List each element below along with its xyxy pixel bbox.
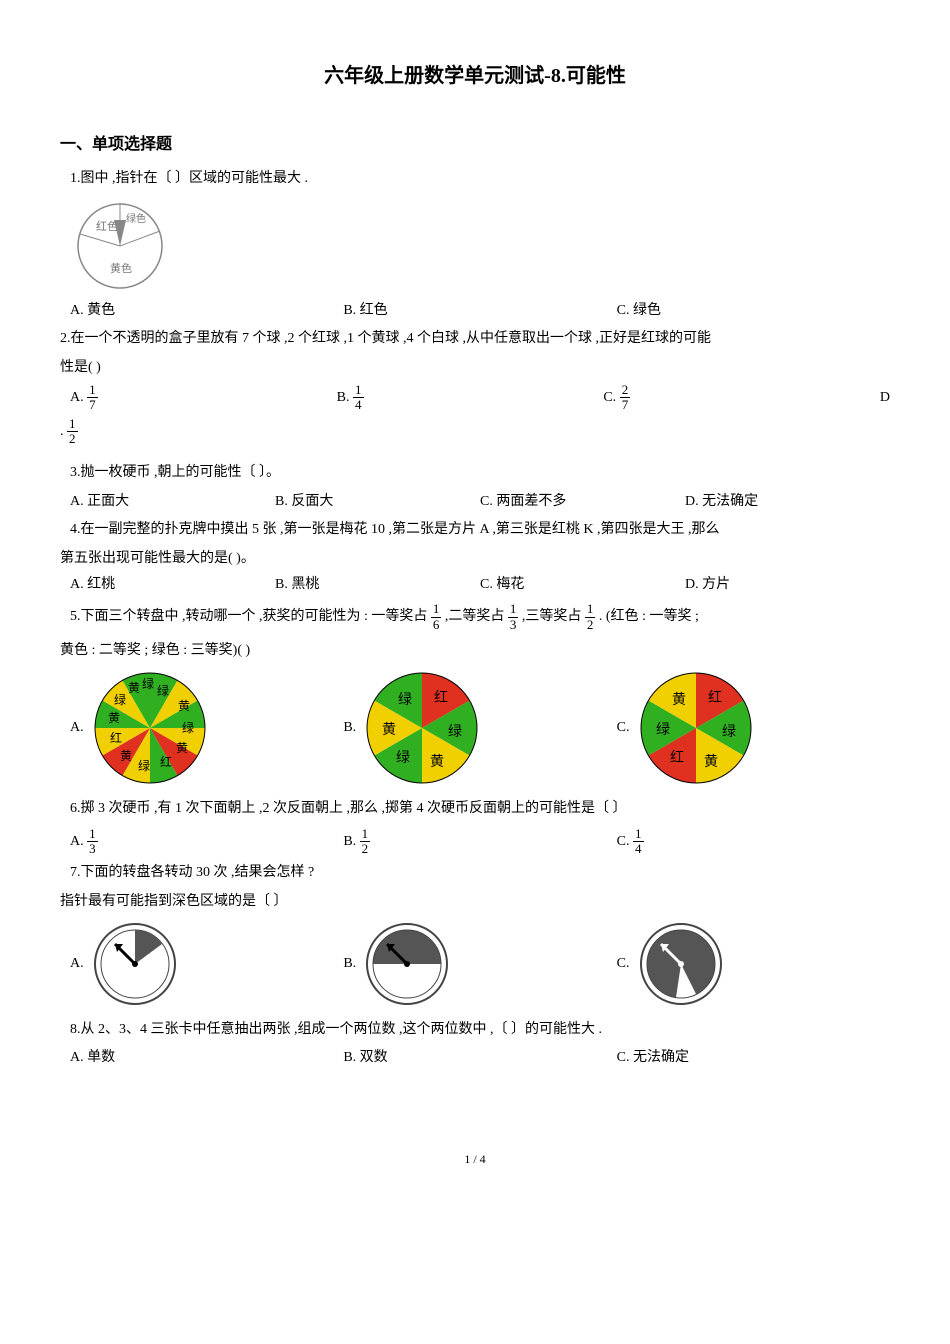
q5-wheel-b: 红 绿 黄 绿 黄 绿 bbox=[362, 668, 482, 788]
q7-figures: A. B. C. bbox=[70, 919, 890, 1009]
svg-text:红: 红 bbox=[160, 754, 172, 769]
q1-opt-a[interactable]: A. 黄色 bbox=[70, 300, 343, 322]
q4-opt-d[interactable]: D. 方片 bbox=[685, 574, 890, 596]
svg-text:绿: 绿 bbox=[157, 683, 169, 698]
svg-text:绿: 绿 bbox=[114, 692, 126, 707]
q3-opt-d[interactable]: D. 无法确定 bbox=[685, 491, 890, 513]
q1-label-green: 绿色 bbox=[126, 212, 146, 225]
svg-text:绿: 绿 bbox=[182, 720, 194, 735]
q2-opt-d-frac[interactable]: . 12 bbox=[60, 417, 890, 447]
q1-text: 1.图中 ,指针在〔 〕区域的可能性最大 . bbox=[70, 168, 890, 190]
q1-label-yellow: 黄色 bbox=[110, 261, 132, 275]
q1-spinner-svg: 红色 绿色 黄色 bbox=[70, 196, 170, 296]
q6-options: A. 13 B. 12 C. 14 bbox=[70, 827, 890, 857]
q7-spinner-c bbox=[636, 919, 726, 1009]
q5-wheel-c: 红 绿 黄 红 绿 黄 bbox=[636, 668, 756, 788]
q1-opt-b[interactable]: B. 红色 bbox=[343, 300, 616, 322]
q3-opt-a[interactable]: A. 正面大 bbox=[70, 491, 275, 513]
svg-text:绿: 绿 bbox=[722, 724, 736, 740]
svg-text:绿: 绿 bbox=[142, 676, 154, 691]
svg-text:绿: 绿 bbox=[398, 692, 412, 708]
q5-wheel-a: 绿 黄 绿 黄 红 绿 黄 红 黄 绿 黄 绿 bbox=[90, 668, 210, 788]
q1-figure: 红色 绿色 黄色 bbox=[70, 196, 890, 296]
q4-opt-b[interactable]: B. 黑桃 bbox=[275, 574, 480, 596]
q8-opt-c[interactable]: C. 无法确定 bbox=[617, 1047, 890, 1069]
q5-figures: A. 绿 黄 绿 黄 红 bbox=[70, 668, 890, 788]
svg-text:黄: 黄 bbox=[178, 699, 190, 713]
q8-options: A. 单数 B. 双数 C. 无法确定 bbox=[70, 1047, 890, 1069]
q8-opt-a[interactable]: A. 单数 bbox=[70, 1047, 343, 1069]
q7-text-1: 7.下面的转盘各转动 30 次 ,结果会怎样 ? bbox=[70, 862, 890, 884]
svg-text:黄: 黄 bbox=[704, 753, 718, 770]
section-1-heading: 一、单项选择题 bbox=[60, 132, 890, 158]
page-title: 六年级上册数学单元测试-8.可能性 bbox=[60, 60, 890, 92]
svg-text:红: 红 bbox=[708, 690, 722, 706]
q6-opt-a[interactable]: A. 13 bbox=[70, 827, 343, 857]
q2-opt-d-letter[interactable]: D bbox=[870, 387, 890, 409]
svg-text:绿: 绿 bbox=[656, 722, 670, 738]
svg-text:黄: 黄 bbox=[176, 741, 188, 755]
svg-text:绿: 绿 bbox=[448, 724, 462, 740]
q7-text-2: 指针最有可能指到深色区域的是〔 〕 bbox=[60, 891, 890, 913]
svg-text:黄: 黄 bbox=[382, 721, 396, 738]
q2-opt-b[interactable]: B. 14 bbox=[337, 383, 604, 413]
svg-text:绿: 绿 bbox=[138, 758, 150, 773]
svg-text:黄: 黄 bbox=[120, 749, 132, 763]
q2-opt-c[interactable]: C. 27 bbox=[603, 383, 870, 413]
q7-spinner-a bbox=[90, 919, 180, 1009]
q2-text-1: 2.在一个不透明的盒子里放有 7 个球 ,2 个红球 ,1 个黄球 ,4 个白球… bbox=[60, 328, 890, 350]
q7-opt-c[interactable]: C. bbox=[617, 919, 890, 1009]
q3-text: 3.抛一枚硬币 ,朝上的可能性〔 〕。 bbox=[70, 462, 890, 484]
q2-text-2: 性是( ) bbox=[60, 357, 890, 379]
q3-opt-c[interactable]: C. 两面差不多 bbox=[480, 491, 685, 513]
svg-text:黄: 黄 bbox=[430, 753, 444, 770]
q7-spinner-b bbox=[362, 919, 452, 1009]
q1-opt-c[interactable]: C. 绿色 bbox=[617, 300, 890, 322]
q4-opt-c[interactable]: C. 梅花 bbox=[480, 574, 685, 596]
q8-text: 8.从 2、3、4 三张卡中任意抽出两张 ,组成一个两位数 ,这个两位数中 ,〔… bbox=[70, 1019, 890, 1041]
q3-opt-b[interactable]: B. 反面大 bbox=[275, 491, 480, 513]
svg-text:黄: 黄 bbox=[128, 681, 140, 695]
q4-text-2: 第五张出现可能性最大的是( )。 bbox=[60, 548, 890, 570]
q4-text-1: 4.在一副完整的扑克牌中摸出 5 张 ,第一张是梅花 10 ,第二张是方片 A … bbox=[70, 519, 890, 541]
q5-opt-c[interactable]: C. 红 绿 黄 红 绿 黄 bbox=[617, 668, 890, 788]
page-footer: 1 / 4 bbox=[60, 1150, 890, 1169]
svg-text:红: 红 bbox=[670, 750, 684, 766]
q6-opt-b[interactable]: B. 12 bbox=[343, 827, 616, 857]
svg-text:绿: 绿 bbox=[396, 750, 410, 766]
q1-pointer bbox=[114, 220, 126, 246]
q5-opt-a[interactable]: A. 绿 黄 绿 黄 红 bbox=[70, 668, 343, 788]
q4-opt-a[interactable]: A. 红桃 bbox=[70, 574, 275, 596]
q7-opt-b[interactable]: B. bbox=[343, 919, 616, 1009]
q1-options: A. 黄色 B. 红色 C. 绿色 bbox=[70, 300, 890, 322]
q5-text: 5.下面三个转盘中 ,转动哪一个 ,获奖的可能性为 : 一等奖占 16 ,二等奖… bbox=[70, 602, 890, 632]
q4-options: A. 红桃 B. 黑桃 C. 梅花 D. 方片 bbox=[70, 574, 890, 596]
q6-opt-c[interactable]: C. 14 bbox=[617, 827, 890, 857]
q5-text-2: 黄色 : 二等奖 ; 绿色 : 三等奖)( ) bbox=[60, 640, 890, 662]
q2-opt-a[interactable]: A. 17 bbox=[70, 383, 337, 413]
q7-opt-a[interactable]: A. bbox=[70, 919, 343, 1009]
q2-options: A. 17 B. 14 C. 27 D bbox=[70, 383, 890, 413]
svg-text:黄: 黄 bbox=[108, 711, 120, 725]
q8-opt-b[interactable]: B. 双数 bbox=[343, 1047, 616, 1069]
q3-options: A. 正面大 B. 反面大 C. 两面差不多 D. 无法确定 bbox=[70, 491, 890, 513]
q5-opt-b[interactable]: B. 红 绿 黄 绿 黄 绿 bbox=[343, 668, 616, 788]
svg-text:黄: 黄 bbox=[672, 691, 686, 708]
svg-text:红: 红 bbox=[110, 730, 122, 745]
q6-text: 6.掷 3 次硬币 ,有 1 次下面朝上 ,2 次反面朝上 ,那么 ,掷第 4 … bbox=[70, 798, 890, 820]
svg-text:红: 红 bbox=[434, 690, 448, 706]
